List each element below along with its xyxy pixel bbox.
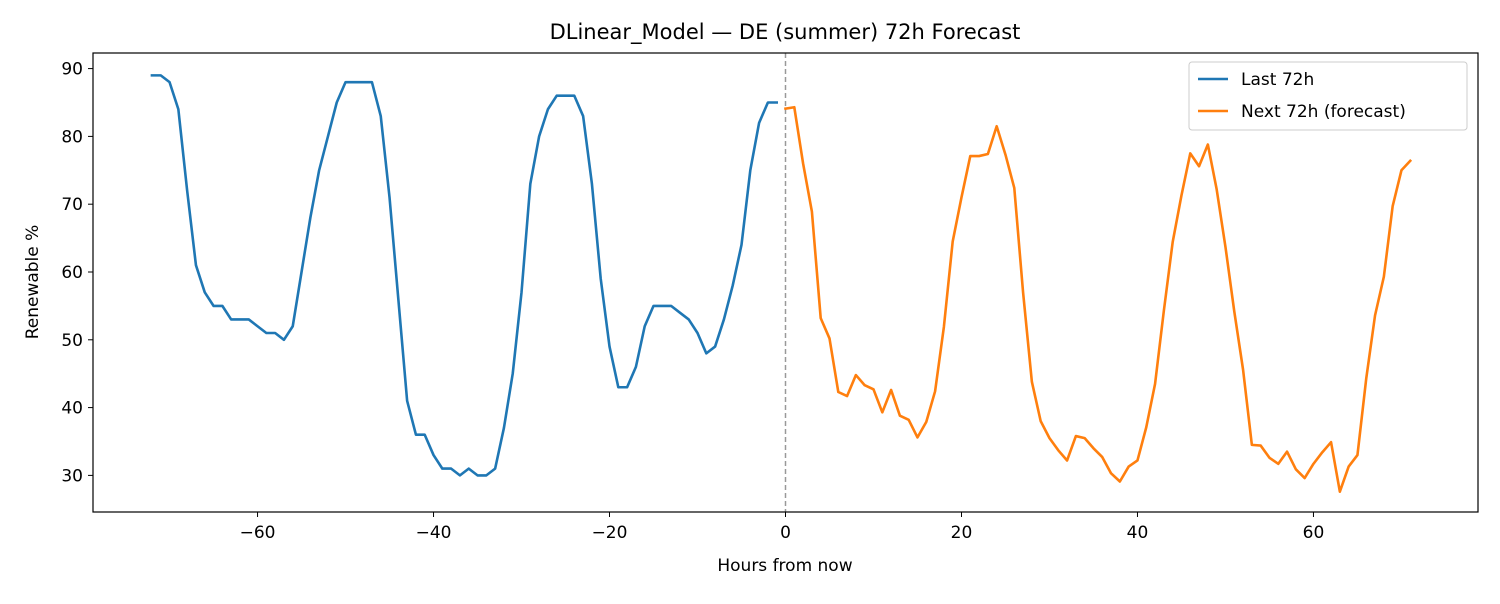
series-line-next-72h-forecast: [784, 105, 1413, 493]
series-layer: [150, 74, 1413, 493]
y-axis: 30 40 50 60 70 80 90: [61, 60, 93, 486]
x-tick-label: 0: [780, 523, 791, 543]
legend-box: [1188, 61, 1468, 131]
x-tick-label: −40: [416, 523, 452, 543]
legend: Last 72h Next 72h (forecast): [1188, 61, 1468, 131]
y-tick-label: 40: [61, 399, 83, 419]
y-tick-label: 50: [61, 331, 83, 351]
y-tick-label: 70: [61, 195, 83, 215]
x-tick-label: 60: [1303, 523, 1325, 543]
x-axis-label: Hours from now: [717, 556, 852, 576]
y-tick-label: 60: [61, 263, 83, 283]
x-axis: −60 −40 −20 0 20 40 60: [240, 512, 1325, 543]
x-tick-label: 20: [951, 523, 973, 543]
legend-label: Last 72h: [1241, 70, 1314, 90]
y-tick-label: 30: [61, 466, 83, 486]
x-tick-label: −20: [592, 523, 628, 543]
y-tick-label: 80: [61, 127, 83, 147]
chart-title: DLinear_Model — DE (summer) 72h Forecast: [550, 20, 1021, 45]
y-tick-label: 90: [61, 60, 83, 80]
x-tick-label: −60: [240, 523, 276, 543]
y-axis-label: Renewable %: [23, 225, 43, 340]
series-line-last-72h: [150, 74, 779, 477]
legend-label: Next 72h (forecast): [1241, 102, 1406, 122]
x-tick-label: 40: [1127, 523, 1149, 543]
